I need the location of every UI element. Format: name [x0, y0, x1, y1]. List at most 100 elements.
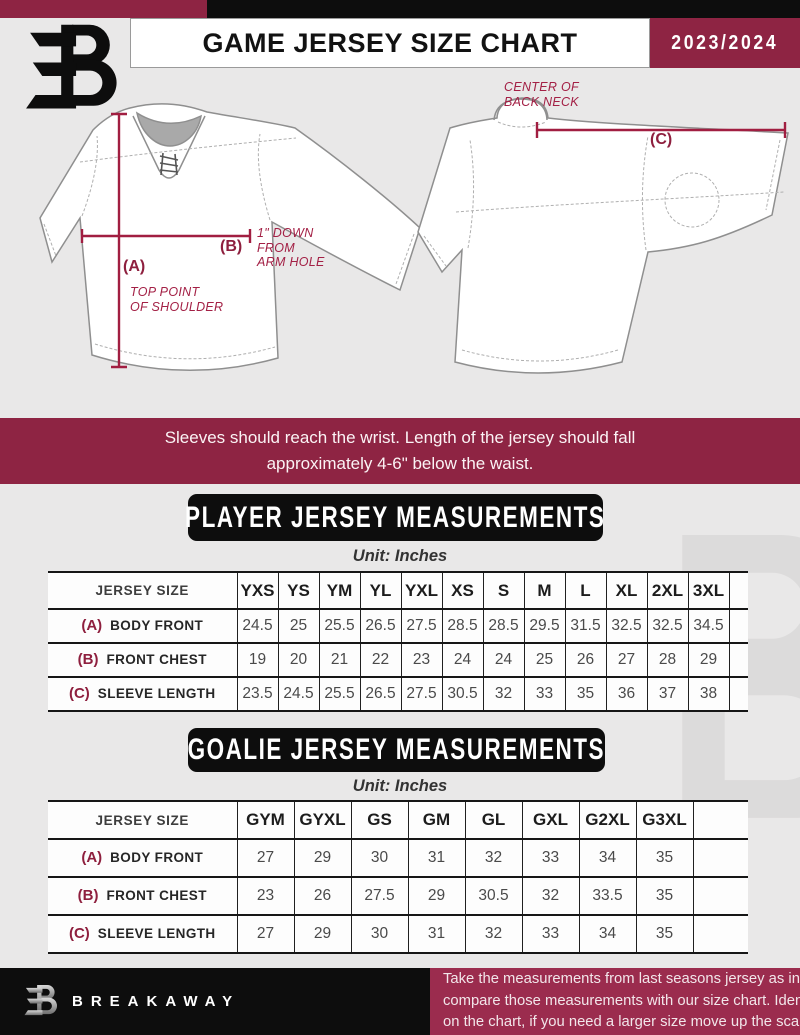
cell: 34 [578, 839, 636, 878]
measure-line-b [80, 229, 252, 243]
page-title: GAME JERSEY SIZE CHART [202, 27, 578, 58]
brand-name: BREAKAWAY [72, 993, 241, 1010]
cell: 32 [464, 839, 522, 878]
cell: 30.5 [464, 877, 522, 916]
row-label: SLEEVE LENGTH [97, 686, 216, 701]
player-size-col: YXL [400, 571, 442, 610]
goalie-size-col: GL [464, 800, 522, 840]
cell: 38 [687, 677, 729, 712]
cell: 37 [646, 677, 688, 712]
filler-cell [692, 877, 748, 916]
cell: 30.5 [441, 677, 483, 712]
filler-cell [728, 643, 748, 678]
cell: 24 [482, 643, 524, 678]
front-jersey-laces [159, 152, 179, 176]
goalie-header-row: JERSEY SIZE GYM GYXL GS GM GL GXL G2XL G… [48, 800, 748, 840]
player-size-col: XS [441, 571, 483, 610]
goalie-size-col: GS [350, 800, 408, 840]
cell: 28.5 [482, 609, 524, 644]
label-b-note: 1" DOWN FROM ARM HOLE [257, 226, 325, 269]
cell: 29 [293, 915, 351, 954]
breakaway-footer-logo-icon [24, 984, 58, 1015]
cell: 28.5 [441, 609, 483, 644]
row-label: BODY FRONT [110, 850, 204, 865]
cell: 24.5 [236, 609, 278, 644]
player-size-col: L [564, 571, 606, 610]
cell: 30 [350, 915, 408, 954]
goalie-size-col: GYXL [293, 800, 351, 840]
breakaway-logo-icon [26, 24, 117, 109]
goalie-row-sleeve-length: (C) SLEEVE LENGTH 27 29 30 31 32 33 34 35 [48, 915, 748, 954]
row-label: FRONT CHEST [106, 652, 207, 667]
player-row-sleeve-length: (C) SLEEVE LENGTH 23.5 24.5 25.5 26.5 27.… [48, 677, 748, 712]
row-label: BODY FRONT [110, 618, 204, 633]
cell: 32 [464, 915, 522, 954]
season-badge: 2023/2024 [650, 18, 800, 68]
label-a-tag: (A) [123, 258, 146, 275]
cell: 26.5 [359, 677, 401, 712]
cell: 24 [441, 643, 483, 678]
cell: 26 [293, 877, 351, 916]
cell: 35 [564, 677, 606, 712]
fit-note-line2: approximately 4-6" below the waist. [266, 454, 534, 473]
cell: 25 [523, 643, 565, 678]
player-size-col: YM [318, 571, 360, 610]
goalie-row-body-front: (A) BODY FRONT 27 29 30 31 32 33 34 35 [48, 839, 748, 878]
row-tag: (C) [68, 685, 90, 702]
cell: 22 [359, 643, 401, 678]
player-size-col: XL [605, 571, 647, 610]
player-size-col: M [523, 571, 565, 610]
cell: 30 [350, 839, 408, 878]
footer-note-line3: on the chart, if you need a larger size … [443, 1014, 800, 1031]
cell: 34 [578, 915, 636, 954]
cell: 31 [407, 915, 465, 954]
cell: 25.5 [318, 677, 360, 712]
cell: 24.5 [277, 677, 319, 712]
cell: 23 [236, 877, 294, 916]
cell: 28 [646, 643, 688, 678]
footer-note-line1: Take the measurements from last seasons … [443, 971, 800, 988]
row-label: FRONT CHEST [106, 888, 207, 903]
fit-note-line1: Sleeves should reach the wrist. Length o… [164, 428, 636, 447]
page-title-box: GAME JERSEY SIZE CHART [130, 18, 650, 68]
cell: 27 [236, 839, 294, 878]
player-size-table: JERSEY SIZE YXS YS YM YL YXL XS S M L XL… [48, 571, 748, 712]
season-label: 2023/2024 [671, 31, 779, 54]
row-tag: (B) [77, 651, 99, 668]
goalie-size-table: JERSEY SIZE GYM GYXL GS GM GL GXL G2XL G… [48, 800, 748, 954]
cell: 27.5 [400, 609, 442, 644]
goalie-row-front-chest: (B) FRONT CHEST 23 26 27.5 29 30.5 32 33.… [48, 877, 748, 916]
cell: 29 [407, 877, 465, 916]
back-jersey-stitching [423, 121, 785, 362]
row-tag: (C) [68, 925, 90, 942]
cell: 33 [523, 677, 565, 712]
goalie-section-title-box: GOALIE JERSEY MEASUREMENTS [188, 728, 605, 772]
measurement-lines [80, 112, 787, 369]
cell: 27 [605, 643, 647, 678]
player-row-body-front: (A) BODY FRONT 24.5 25 25.5 26.5 27.5 28.… [48, 609, 748, 644]
player-header-row: JERSEY SIZE YXS YS YM YL YXL XS S M L XL… [48, 571, 748, 610]
player-size-col: 3XL [687, 571, 729, 610]
goalie-unit-label: Unit: Inches [352, 777, 448, 795]
cell: 29 [687, 643, 729, 678]
measure-line-c [535, 122, 787, 138]
goalie-size-col: G3XL [635, 800, 693, 840]
cell: 27.5 [400, 677, 442, 712]
player-section-title: PLAYER JERSEY MEASUREMENTS [185, 500, 606, 534]
cell: 21 [318, 643, 360, 678]
cell: 25 [277, 609, 319, 644]
cell: 33 [521, 915, 579, 954]
player-size-col: YL [359, 571, 401, 610]
top-stripe-maroon [0, 0, 207, 18]
jersey-diagram [39, 97, 789, 374]
cell: 36 [605, 677, 647, 712]
player-size-col: YS [277, 571, 319, 610]
goalie-size-header: JERSEY SIZE [48, 800, 237, 840]
footer-brand-area: BREAKAWAY [0, 968, 430, 1035]
label-c-tag: (C) [650, 131, 673, 148]
row-tag: (B) [77, 887, 99, 904]
goalie-size-col: GXL [521, 800, 579, 840]
filler-cell [692, 915, 748, 954]
top-stripe-black [207, 0, 800, 18]
